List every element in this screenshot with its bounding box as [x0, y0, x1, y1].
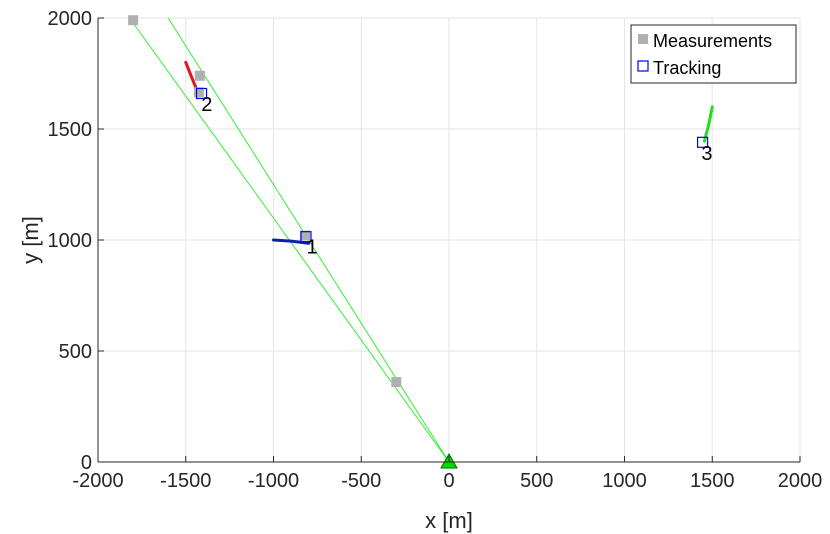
x-tick-label: 2000	[778, 470, 823, 492]
legend-swatch-measurements	[638, 34, 648, 44]
legend-label-tracking: Tracking	[653, 58, 721, 78]
track-estimate-3	[696, 136, 709, 148]
measurement-point	[128, 15, 139, 26]
track-label-3: 3	[701, 143, 712, 165]
y-tick-label: 2000	[48, 8, 93, 30]
y-tick-label: 1500	[48, 119, 93, 141]
x-tick-label: -1500	[160, 470, 211, 492]
x-tick-label: 0	[443, 470, 454, 492]
x-tick-label: -2000	[72, 470, 123, 492]
track-path-3	[702, 105, 714, 143]
measurement-point	[194, 70, 205, 81]
measurement-point	[193, 87, 204, 98]
legend: Measurements Tracking	[630, 24, 797, 84]
track-label-1: 1	[307, 236, 318, 258]
y-axis-label: y [m]	[18, 216, 43, 264]
y-tick-label: 1000	[48, 230, 93, 252]
legend-box	[630, 24, 797, 84]
tick-labels: -2000 -1500 -1000 -500 0 500 1000 1500 2000 0 500 1…	[48, 8, 823, 492]
legend-swatch-tracking	[637, 60, 649, 72]
x-tick-label: -500	[341, 470, 381, 492]
measurement-point	[391, 377, 402, 388]
track-label-2: 2	[201, 94, 212, 116]
track-estimate-1	[300, 231, 312, 243]
track-path-1	[272, 238, 311, 245]
x-tick-label: 1000	[602, 470, 647, 492]
x-axis-label: x [m]	[425, 508, 473, 533]
y-tick-label: 0	[81, 452, 92, 474]
x-tick-label: 1500	[690, 470, 735, 492]
y-tick-label: 500	[59, 341, 92, 363]
x-tick-label: -1000	[248, 470, 299, 492]
legend-label-measurements: Measurements	[653, 31, 772, 51]
axes-frame	[97, 17, 801, 463]
x-tick-label: 500	[520, 470, 553, 492]
track-estimate-2	[195, 87, 208, 100]
measurement-point	[300, 230, 311, 241]
